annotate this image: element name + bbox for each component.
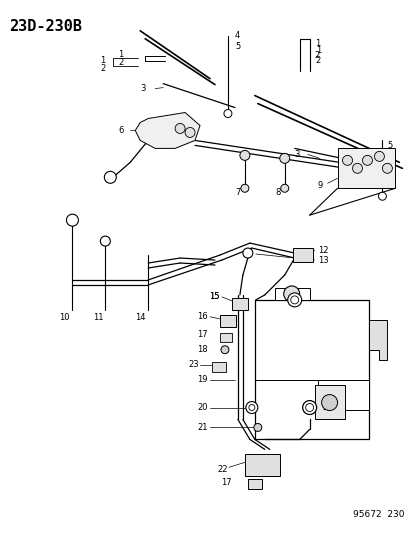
- Circle shape: [248, 405, 254, 410]
- Bar: [292, 248, 312, 262]
- Circle shape: [290, 296, 298, 304]
- Text: 4: 4: [234, 31, 240, 41]
- Bar: [211, 362, 225, 372]
- Text: 1: 1: [118, 50, 123, 59]
- Text: 17: 17: [221, 478, 231, 487]
- Text: 8: 8: [274, 188, 280, 197]
- Text: 3: 3: [294, 150, 299, 159]
- Circle shape: [351, 163, 362, 173]
- Circle shape: [382, 163, 392, 173]
- Text: 19: 19: [197, 375, 207, 384]
- Circle shape: [342, 156, 351, 165]
- Text: 15: 15: [209, 293, 219, 301]
- Bar: [314, 385, 344, 419]
- Circle shape: [245, 401, 257, 414]
- Polygon shape: [368, 320, 387, 360]
- Text: 14: 14: [135, 313, 145, 322]
- Bar: [219, 333, 231, 342]
- Text: 3: 3: [140, 84, 145, 93]
- Circle shape: [242, 248, 252, 258]
- Circle shape: [100, 236, 110, 246]
- Circle shape: [302, 400, 316, 415]
- Text: 23D-230B: 23D-230B: [9, 19, 81, 34]
- Text: 11: 11: [93, 313, 103, 322]
- Circle shape: [279, 154, 289, 163]
- Bar: [247, 479, 261, 489]
- Bar: [337, 148, 394, 188]
- Text: 12: 12: [317, 246, 328, 255]
- Text: 10: 10: [59, 313, 69, 322]
- Text: 2: 2: [118, 58, 123, 67]
- Text: 24: 24: [322, 403, 332, 412]
- Circle shape: [239, 150, 249, 160]
- Text: 2: 2: [100, 64, 105, 73]
- Text: 21: 21: [197, 423, 207, 432]
- Text: 2: 2: [314, 51, 319, 60]
- Text: 1: 1: [315, 46, 320, 55]
- Text: 22: 22: [217, 465, 228, 474]
- Text: 18: 18: [197, 345, 207, 354]
- Text: 2: 2: [315, 56, 320, 65]
- Text: 1: 1: [314, 39, 319, 49]
- Polygon shape: [135, 112, 199, 148]
- Text: 13: 13: [317, 255, 328, 264]
- Text: 5: 5: [387, 141, 392, 150]
- Text: 1: 1: [100, 56, 105, 65]
- Circle shape: [221, 346, 228, 354]
- Bar: [231, 298, 247, 310]
- Circle shape: [280, 184, 288, 192]
- Bar: [219, 315, 235, 327]
- Circle shape: [283, 286, 299, 302]
- Text: 16: 16: [197, 312, 207, 321]
- Text: 23: 23: [188, 360, 199, 369]
- Bar: [317, 379, 368, 409]
- Circle shape: [287, 293, 301, 307]
- Circle shape: [223, 109, 231, 117]
- Text: 5: 5: [234, 42, 240, 51]
- Circle shape: [253, 424, 261, 431]
- Circle shape: [373, 151, 384, 161]
- Bar: [254, 300, 368, 439]
- Circle shape: [362, 156, 372, 165]
- Text: 17: 17: [197, 330, 207, 340]
- Text: 20: 20: [197, 403, 207, 412]
- Circle shape: [240, 184, 248, 192]
- Circle shape: [104, 171, 116, 183]
- Text: 95672  230: 95672 230: [352, 510, 404, 519]
- Circle shape: [305, 403, 313, 411]
- Text: 9: 9: [317, 181, 322, 190]
- Circle shape: [175, 124, 185, 133]
- Bar: [274, 288, 309, 300]
- Bar: [244, 454, 279, 477]
- Text: 6: 6: [118, 126, 123, 135]
- Text: 15: 15: [209, 293, 219, 301]
- Circle shape: [185, 127, 195, 138]
- Circle shape: [377, 192, 385, 200]
- Text: 7: 7: [235, 188, 240, 197]
- Text: 4: 4: [387, 156, 392, 165]
- Circle shape: [321, 394, 337, 410]
- Circle shape: [66, 214, 78, 226]
